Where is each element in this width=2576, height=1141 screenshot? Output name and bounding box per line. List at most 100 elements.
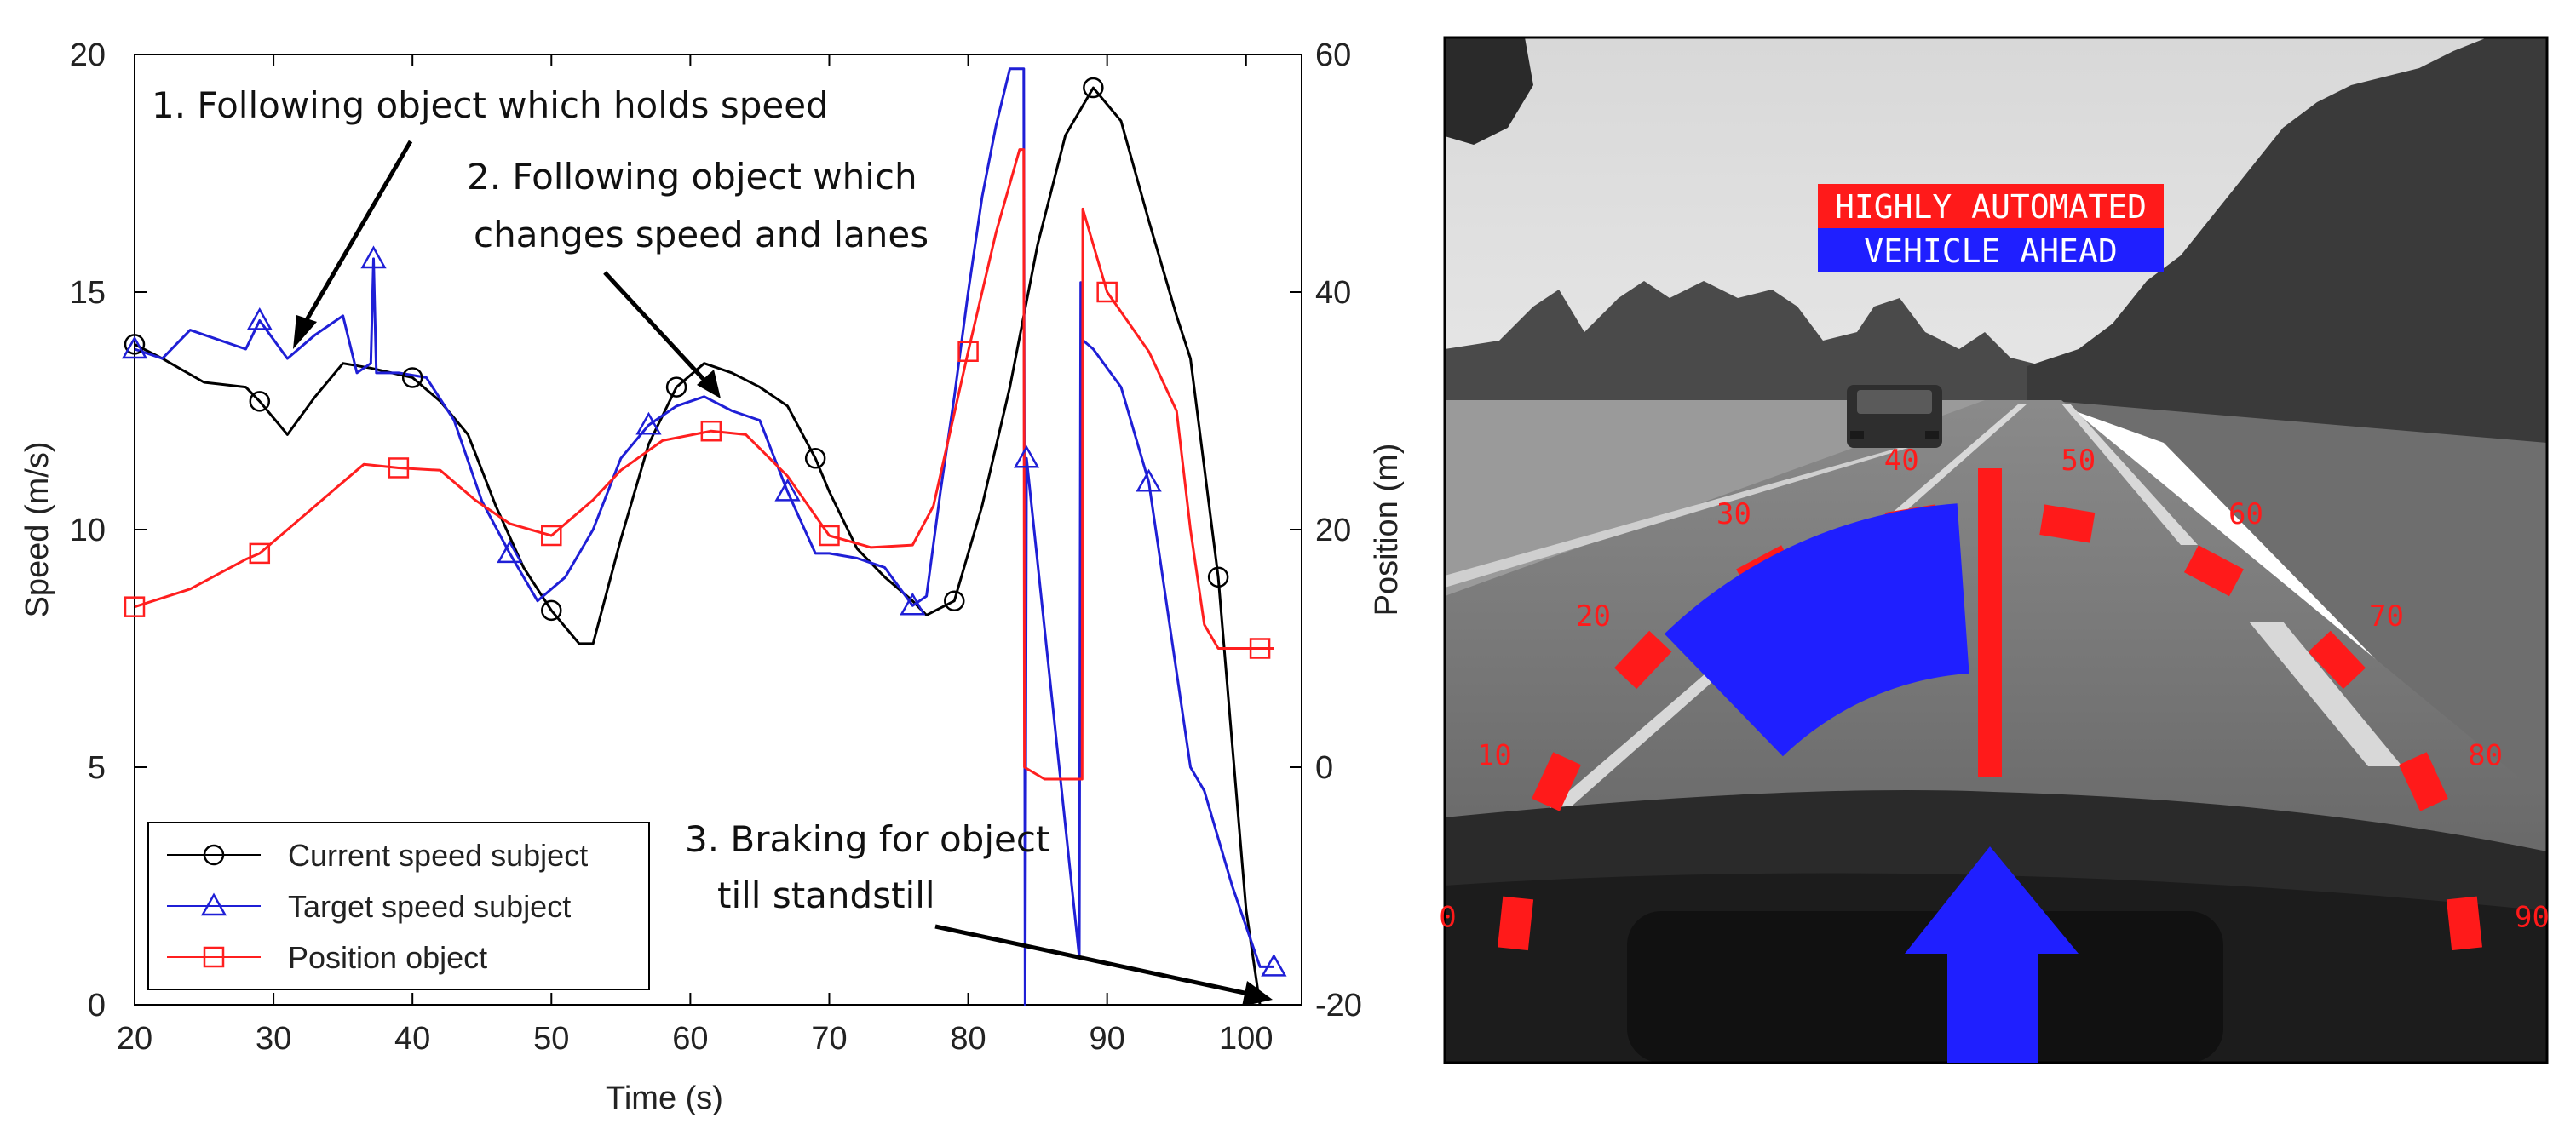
lane-line-right-2 xyxy=(2249,622,2402,766)
markers-layer xyxy=(121,77,1287,977)
y2-tick-label: 40 xyxy=(1315,275,1351,311)
data-point-marker xyxy=(246,307,273,330)
x-tick-label: 80 xyxy=(950,1021,986,1057)
series-layer xyxy=(134,67,1274,1006)
y2-tick-label: 0 xyxy=(1315,750,1333,786)
y-tick-label: 15 xyxy=(70,275,106,311)
x-tick-label: 70 xyxy=(811,1021,847,1057)
annotation-1: 1. Following object which holds speed xyxy=(152,84,829,349)
annotation-2-text-line1: 2. Following object which xyxy=(467,156,917,198)
x-tick-label: 90 xyxy=(1090,1021,1125,1057)
y2-axis-label: Position (m) xyxy=(1369,444,1405,616)
data-point-marker xyxy=(819,525,840,547)
data-point-marker xyxy=(804,448,826,469)
data-point-marker xyxy=(388,457,410,479)
data-point-marker xyxy=(1249,638,1271,659)
data-point-marker xyxy=(497,540,523,564)
legend: Current speed subject Target speed subje… xyxy=(147,822,650,990)
annotation-3-arrow xyxy=(934,924,1253,997)
hud-status-line-2: VEHICLE AHEAD xyxy=(1864,232,2117,270)
data-point-marker xyxy=(360,245,387,269)
annotation-3-arrowhead xyxy=(1242,981,1273,1006)
data-point-marker xyxy=(900,592,926,616)
data-point-marker xyxy=(1096,281,1118,303)
up-arrow-icon xyxy=(1905,846,2079,1063)
data-point-marker xyxy=(1261,953,1287,977)
dial-tick-segment xyxy=(2039,504,2096,543)
annotation-2-arrowhead xyxy=(697,370,721,398)
annotation-2-arrow xyxy=(603,271,710,387)
tree-line-left-corner xyxy=(1445,37,1533,145)
series-line-current-speed-subject xyxy=(134,86,1262,1006)
legend-entry-current-speed: Current speed subject xyxy=(167,838,588,873)
series-line-position-object xyxy=(134,148,1274,781)
legend-entry-position-object: Position object xyxy=(167,940,487,975)
dial-speed-sector xyxy=(1664,503,1969,757)
data-point-marker xyxy=(1013,444,1040,468)
data-point-marker xyxy=(121,335,148,359)
dial-tick-label: 0 xyxy=(1439,900,1456,934)
dial-tick-label: 30 xyxy=(1716,497,1751,531)
tree-line-right xyxy=(2027,37,2547,477)
y-tick-label: 5 xyxy=(88,750,106,786)
dial-tick-segment xyxy=(1613,630,1672,690)
x-tick-label: 60 xyxy=(672,1021,708,1057)
dial-tick-segment xyxy=(2446,896,2482,951)
legend-entry-target-speed: Target speed subject xyxy=(167,889,571,924)
legend-label-current-speed: Current speed subject xyxy=(288,838,588,873)
data-point-marker xyxy=(1207,566,1229,588)
x-axis-ticks: 20 30 40 50 60 70 80 90 100 xyxy=(117,54,1273,1057)
data-point-marker xyxy=(124,596,146,617)
x-axis-label: Time (s) xyxy=(606,1081,723,1116)
dial-tick-label: 20 xyxy=(1576,599,1611,634)
legend-marker-circle xyxy=(203,844,225,866)
data-point-marker xyxy=(700,420,722,442)
annotation-2-text-line2: changes speed and lanes xyxy=(474,214,929,255)
dial-tick-segment xyxy=(2183,545,2244,597)
dial-tick-label: 70 xyxy=(2369,599,2404,634)
x-tick-label: 30 xyxy=(256,1021,291,1057)
data-point-marker xyxy=(249,542,271,565)
dial-tick-label: 80 xyxy=(2468,738,2503,772)
tree-line-left xyxy=(1445,281,2044,400)
speed-dial: 0 10 20 30 40 50 60 70 80 90 xyxy=(1439,444,2550,951)
y-tick-label: 10 xyxy=(70,513,106,548)
y-tick-label: 0 xyxy=(88,988,106,1023)
hud-status-bg-2 xyxy=(1818,228,2164,272)
data-point-marker xyxy=(541,525,562,547)
data-point-marker xyxy=(541,599,562,622)
annotation-3-text-line1: 3. Braking for object xyxy=(685,818,1049,860)
legend-marker-triangle xyxy=(200,892,227,916)
dial-tick-label: 50 xyxy=(2061,444,2096,478)
data-point-marker xyxy=(1136,468,1162,492)
data-point-marker xyxy=(1083,77,1104,99)
dial-tick-segment xyxy=(1498,896,1534,951)
dial-tick-segment xyxy=(2399,752,2448,811)
dial-tick-label: 90 xyxy=(2515,900,2550,934)
dial-tick-segment xyxy=(2308,630,2366,690)
legend-marker-square xyxy=(203,946,225,968)
hud-status-bg-1 xyxy=(1818,184,2164,228)
x-tick-label: 40 xyxy=(394,1021,430,1057)
data-point-marker xyxy=(401,367,423,388)
data-point-marker xyxy=(665,376,687,398)
hud-status-line-1: HIGHLY AUTOMATED xyxy=(1835,188,2147,226)
annotation-2: 2. Following object which changes speed … xyxy=(467,156,929,398)
data-point-marker xyxy=(635,411,662,435)
y-axis-ticks: 0 5 10 15 20 xyxy=(70,37,147,1023)
dial-needle xyxy=(1978,468,2002,777)
annotation-1-text: 1. Following object which holds speed xyxy=(152,84,829,126)
annotation-1-arrow xyxy=(299,140,413,330)
x-tick-label: 50 xyxy=(533,1021,569,1057)
dial-tick-label: 60 xyxy=(2228,497,2263,531)
field-right xyxy=(2044,400,2547,834)
annotation-1-arrowhead xyxy=(293,315,317,349)
x-tick-label: 100 xyxy=(1219,1021,1273,1057)
legend-label-target-speed: Target speed subject xyxy=(288,889,571,924)
data-point-marker xyxy=(957,341,979,362)
lane-line-right xyxy=(2061,404,2198,545)
y2-tick-label: 20 xyxy=(1315,513,1351,548)
edge-line-left xyxy=(1445,443,1925,588)
